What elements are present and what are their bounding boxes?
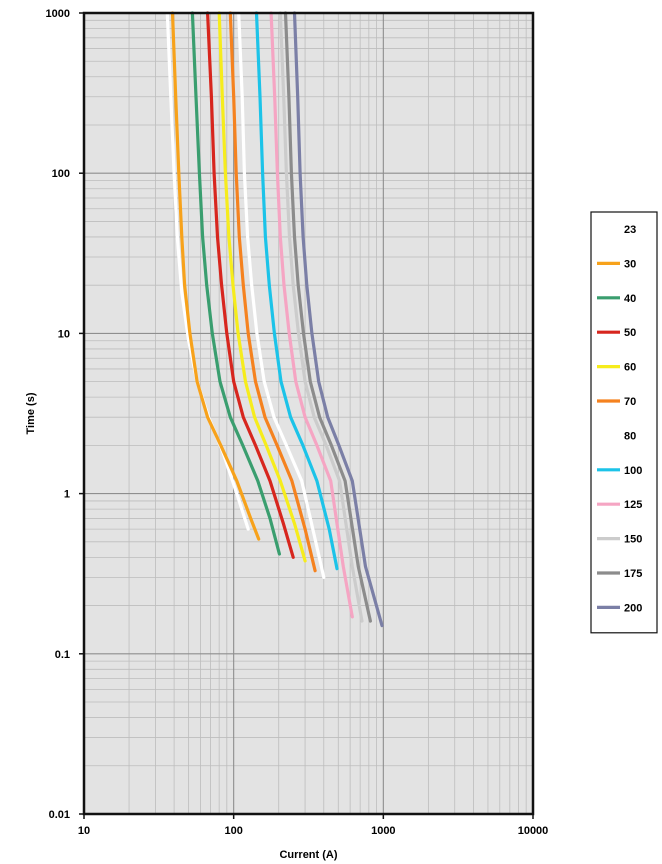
series-line-175 <box>283 11 372 623</box>
x-tick-label: 100 <box>224 825 242 837</box>
legend-item-150: 150 <box>597 534 642 546</box>
legend-item-200: 200 <box>597 602 642 614</box>
legend-item-175: 175 <box>597 568 642 580</box>
y-axis-title: Time (s) <box>25 392 37 434</box>
x-tick-label: 10 <box>78 825 90 837</box>
legend: 23 30 40 50 60 70 80 100 125 150 175 200 <box>590 211 658 634</box>
legend-box <box>590 211 658 634</box>
legend-label: 100 <box>624 465 642 477</box>
legend-label: 175 <box>624 568 642 580</box>
legend-item-23: 23 <box>597 224 636 236</box>
plot-area <box>82 11 535 816</box>
legend-label: 60 <box>624 362 636 374</box>
series-line-40 <box>190 11 281 556</box>
y-axis-ticks: 1000 100 10 1 0.1 0.01 <box>46 8 84 821</box>
y-tick-label: 100 <box>52 168 70 180</box>
legend-item-125: 125 <box>597 499 642 511</box>
legend-label: 80 <box>624 430 636 442</box>
y-tick-label: 1 <box>64 489 70 501</box>
x-tick-label: 1000 <box>371 825 395 837</box>
legend-label: 40 <box>624 293 636 305</box>
plot-frame <box>82 11 535 816</box>
series-line-23 <box>165 11 250 531</box>
legend-item-60: 60 <box>597 362 636 374</box>
x-tick-label: 10000 <box>518 825 549 837</box>
legend-label: 50 <box>624 327 636 339</box>
legend-label: 200 <box>624 602 642 614</box>
series-line-80 <box>237 11 326 579</box>
series-line-150 <box>278 11 364 623</box>
series-line-70 <box>228 11 317 573</box>
y-tick-label: 0.01 <box>49 809 70 821</box>
legend-item-50: 50 <box>597 327 636 339</box>
legend-label: 125 <box>624 499 642 511</box>
series-line-200 <box>292 11 384 628</box>
legend-label: 30 <box>624 258 636 270</box>
legend-item-30: 30 <box>597 258 636 270</box>
legend-item-40: 40 <box>597 293 636 305</box>
legend-label: 150 <box>624 534 642 546</box>
series-line-30 <box>170 11 261 541</box>
legend-item-70: 70 <box>597 396 636 408</box>
x-axis-ticks: 10 100 1000 10000 <box>78 814 548 837</box>
legend-label: 70 <box>624 396 636 408</box>
y-tick-label: 10 <box>58 328 70 340</box>
legend-item-80: 80 <box>597 430 636 442</box>
series-line-125 <box>269 11 354 619</box>
legend-label: 23 <box>624 224 636 236</box>
series-line-50 <box>206 11 295 559</box>
plot-background <box>84 13 533 814</box>
y-tick-label: 0.1 <box>55 649 70 661</box>
series-line-60 <box>217 11 307 563</box>
series-lines <box>165 11 384 628</box>
series-line-100 <box>254 11 339 571</box>
minor-gridlines <box>84 13 533 814</box>
x-axis-title: Current (A) <box>279 849 337 861</box>
y-tick-label: 1000 <box>46 8 70 20</box>
legend-item-100: 100 <box>597 465 642 477</box>
